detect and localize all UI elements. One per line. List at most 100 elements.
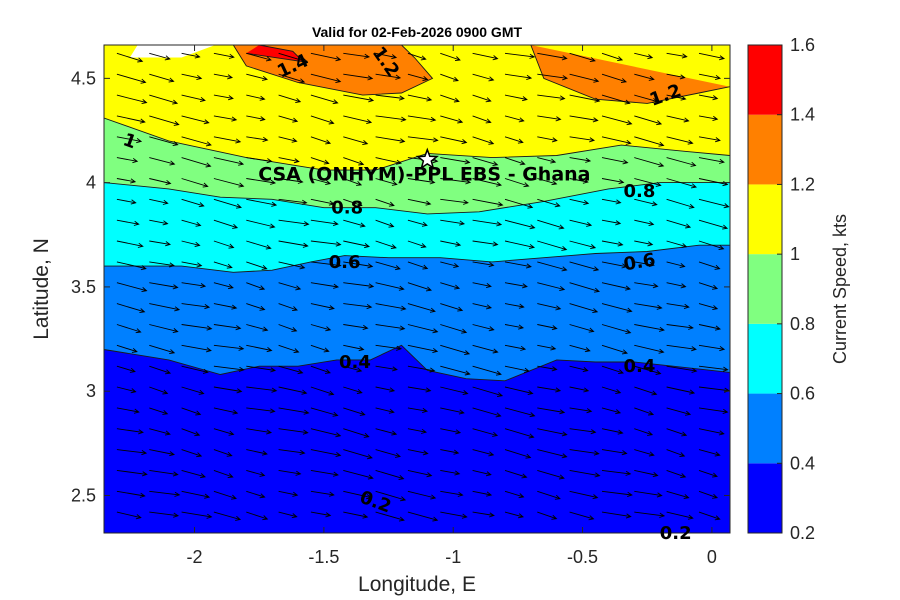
- current-vector-arrow: [569, 344, 591, 353]
- current-vector-arrow: [698, 198, 730, 209]
- current-vector-arrow: [472, 157, 499, 167]
- colorbar-tick-label-6: 1.4: [790, 105, 815, 125]
- current-vector-arrow: [472, 511, 495, 518]
- current-vector-arrow: [634, 94, 659, 103]
- current-vector-arrow: [343, 428, 370, 438]
- current-vector-arrow: [504, 303, 525, 309]
- current-vector-arrow: [375, 324, 406, 331]
- current-vector-arrow: [698, 261, 721, 270]
- current-vector-arrow: [343, 198, 363, 207]
- current-vector-arrow: [569, 115, 599, 123]
- current-vector-arrow: [181, 303, 211, 310]
- current-vector-arrow: [213, 94, 234, 101]
- current-vector-arrow: [246, 365, 277, 373]
- current-vector-arrow: [375, 303, 407, 311]
- current-vector-arrow: [472, 365, 502, 376]
- current-vector-arrow: [181, 386, 205, 395]
- current-vector-arrow: [116, 94, 148, 105]
- current-vector-arrow: [343, 261, 374, 269]
- current-vector-arrow: [149, 303, 181, 312]
- current-vector-arrow: [181, 490, 211, 499]
- current-vector-arrow: [666, 449, 686, 457]
- current-vector-arrow: [343, 344, 365, 352]
- current-vector-arrow: [213, 282, 234, 290]
- current-vector-arrow: [634, 469, 659, 478]
- current-vector-arrow: [666, 52, 688, 59]
- current-vector-arrow: [149, 365, 172, 375]
- current-vector-arrow: [537, 386, 562, 393]
- current-vector-arrow: [116, 449, 148, 456]
- current-vector-arrow: [440, 219, 466, 226]
- current-vector-arrow: [698, 365, 729, 372]
- current-vector-arrow: [601, 365, 624, 375]
- colorbar-swatch-5: [748, 114, 782, 185]
- current-vector-arrow: [698, 282, 719, 290]
- current-vector-arrow: [666, 490, 690, 499]
- current-vector-arrow: [116, 73, 147, 84]
- current-vector-arrow: [116, 157, 139, 164]
- current-vector-arrow: [634, 198, 658, 207]
- current-vector-arrow: [278, 303, 298, 312]
- speed-bands: [104, 45, 730, 381]
- current-vector-arrow: [213, 198, 242, 209]
- colorbar-frame: [747, 44, 783, 534]
- current-vector-arrow: [278, 511, 298, 519]
- current-vector-arrow: [407, 115, 437, 122]
- colorbar-label: Current Speed, kts: [830, 214, 850, 364]
- current-vector-arrow: [440, 303, 464, 312]
- current-vector-arrow: [634, 407, 655, 416]
- current-vector-arrow: [375, 73, 402, 80]
- current-vector-arrow: [375, 386, 396, 393]
- current-vector-arrow: [343, 490, 372, 500]
- current-vector-arrow: [343, 511, 369, 519]
- colorbar-tick-label-1: 0.4: [790, 453, 815, 473]
- current-vector-arrow: [213, 365, 245, 372]
- current-vector-arrow: [472, 428, 499, 437]
- current-vector-arrow: [213, 490, 237, 500]
- current-vector-arrow: [375, 490, 407, 502]
- current-vector-arrow: [698, 324, 722, 331]
- current-vector-arrow: [504, 511, 525, 519]
- current-vector-arrow: [246, 261, 268, 270]
- current-vector-arrow: [343, 73, 374, 81]
- current-vector-arrow: [504, 52, 536, 59]
- current-vector-arrow: [149, 386, 169, 395]
- current-vector-arrow: [213, 449, 233, 457]
- current-vector-arrow: [472, 469, 492, 477]
- contour-label-5: 0.8: [624, 181, 656, 202]
- current-vector-arrow: [504, 94, 528, 102]
- colorbar-swatch-2: [748, 323, 782, 394]
- current-vector-arrow: [116, 282, 148, 293]
- current-vector-arrow: [116, 365, 136, 373]
- current-vector-arrow: [407, 490, 437, 500]
- current-vector-arrow: [246, 511, 269, 521]
- site-star-marker[interactable]: [415, 147, 439, 170]
- current-vector-arrow: [213, 219, 239, 229]
- current-vector-arrow: [375, 407, 395, 414]
- current-vector-arrow: [246, 282, 266, 291]
- current-vector-arrow: [601, 261, 628, 269]
- current-vector-arrow: [440, 365, 471, 376]
- current-vector-arrow: [666, 469, 687, 478]
- current-vector-arrow: [504, 449, 532, 459]
- current-vector-arrow: [310, 386, 335, 396]
- current-vector-arrow: [149, 428, 171, 436]
- current-vector-arrow: [537, 469, 565, 480]
- current-vector-arrow: [698, 449, 721, 457]
- contour-label-4: 0.8: [331, 198, 363, 219]
- current-vector-arrow: [246, 303, 266, 311]
- current-vector-arrow: [569, 219, 593, 227]
- current-vector-arrow: [537, 407, 566, 415]
- current-vector-arrow: [537, 115, 562, 122]
- current-vector-arrow: [472, 407, 502, 418]
- current-vector-arrow: [537, 344, 557, 351]
- current-vector-arrow: [472, 136, 495, 145]
- current-vector-arrow: [116, 511, 142, 520]
- y-tick-label-4: 4.5: [71, 68, 96, 88]
- current-vector-arrow: [246, 157, 273, 164]
- current-vector-arrow: [407, 198, 432, 206]
- current-vector-arrow: [537, 490, 561, 500]
- current-vector-arrow: [375, 198, 395, 207]
- current-vector-arrow: [181, 115, 210, 125]
- speed-band-1.2-5: [530, 45, 730, 104]
